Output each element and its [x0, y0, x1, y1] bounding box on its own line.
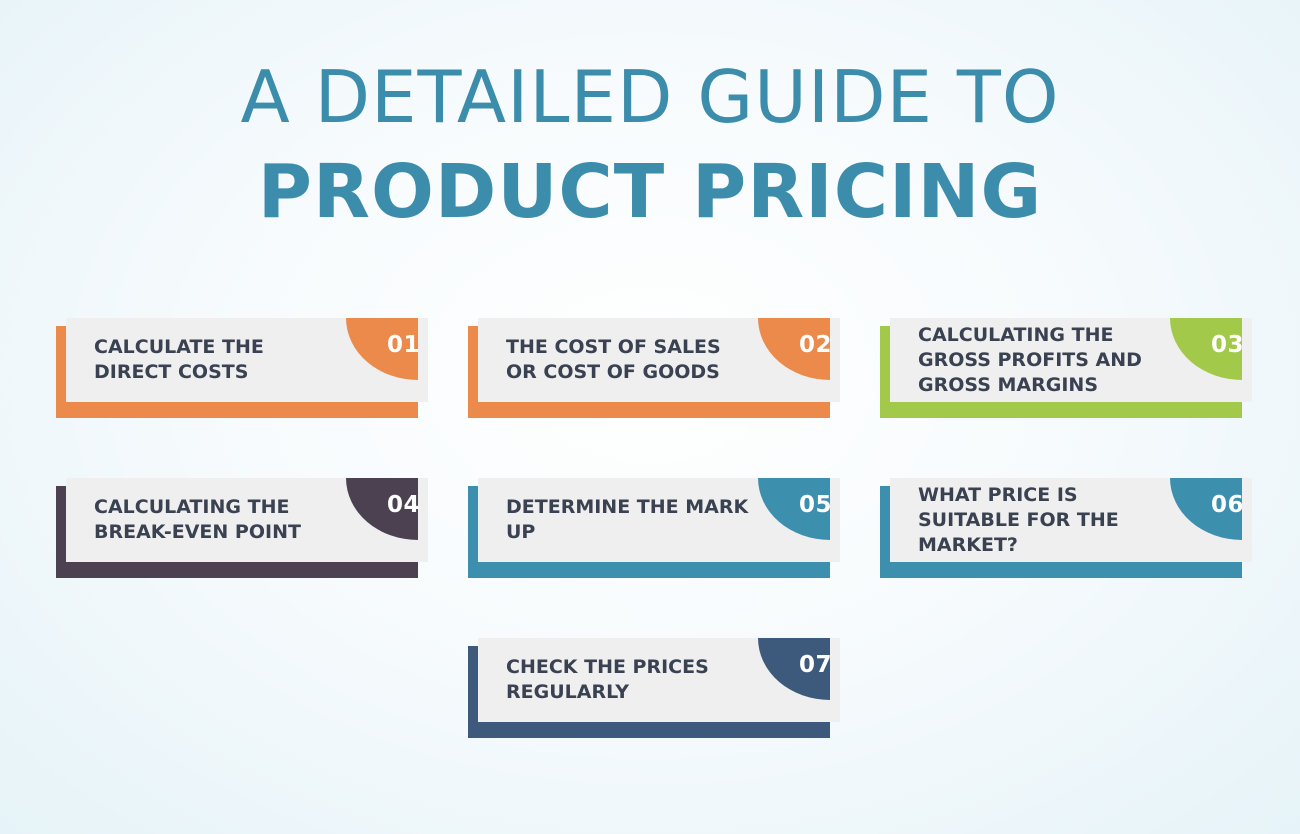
- step-number: 03: [1210, 332, 1244, 358]
- step-card-body: CHECK THE PRICES REGULARLY 07: [478, 638, 840, 722]
- step-label: WHAT PRICE IS SUITABLE FOR THE MARKET?: [918, 483, 1119, 556]
- title-line-1: A DETAILED GUIDE TO: [240, 55, 1060, 139]
- step-card-body: WHAT PRICE IS SUITABLE FOR THE MARKET? 0…: [890, 478, 1252, 562]
- step-number: 01: [386, 332, 420, 358]
- step-card-body: DETERMINE THE MARK UP 05: [478, 478, 840, 562]
- step-label: DETERMINE THE MARK UP: [506, 496, 749, 543]
- step-card-03: CALCULATING THE GROSS PROFITS AND GROSS …: [880, 318, 1252, 418]
- step-number: 06: [1210, 492, 1244, 518]
- step-card-body: THE COST OF SALES OR COST OF GOODS 02: [478, 318, 840, 402]
- title-line-2: PRODUCT PRICING: [257, 149, 1043, 235]
- step-card-body: CALCULATE THE DIRECT COSTS 01: [66, 318, 428, 402]
- step-label: CALCULATING THE BREAK-EVEN POINT: [94, 496, 301, 543]
- step-label: CALCULATE THE DIRECT COSTS: [94, 336, 264, 383]
- step-label: CALCULATING THE GROSS PROFITS AND GROSS …: [918, 323, 1142, 396]
- step-number: 05: [798, 492, 832, 518]
- step-card-body: CALCULATING THE GROSS PROFITS AND GROSS …: [890, 318, 1252, 402]
- step-number: 07: [798, 652, 832, 678]
- step-number: 04: [386, 492, 420, 518]
- step-card-02: THE COST OF SALES OR COST OF GOODS 02: [468, 318, 840, 418]
- step-card-05: DETERMINE THE MARK UP 05: [468, 478, 840, 578]
- step-card-04: CALCULATING THE BREAK-EVEN POINT 04: [56, 478, 428, 578]
- step-card-07: CHECK THE PRICES REGULARLY 07: [468, 638, 840, 738]
- step-label: THE COST OF SALES OR COST OF GOODS: [506, 336, 721, 383]
- step-label: CHECK THE PRICES REGULARLY: [506, 656, 709, 703]
- step-card-06: WHAT PRICE IS SUITABLE FOR THE MARKET? 0…: [880, 478, 1252, 578]
- step-card-body: CALCULATING THE BREAK-EVEN POINT 04: [66, 478, 428, 562]
- step-card-01: CALCULATE THE DIRECT COSTS 01: [56, 318, 428, 418]
- step-number: 02: [798, 332, 832, 358]
